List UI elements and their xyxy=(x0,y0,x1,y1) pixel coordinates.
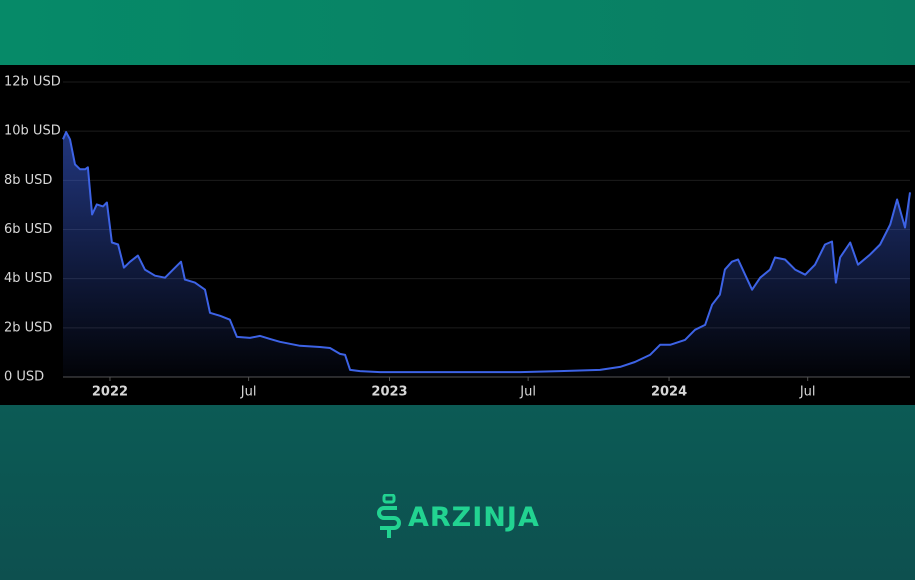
x-tick-label: Jul xyxy=(240,385,257,400)
header-band xyxy=(0,0,915,65)
y-tick-label: 12b USD xyxy=(4,75,61,90)
y-tick-label: 0 USD xyxy=(4,370,44,385)
y-tick-label: 6b USD xyxy=(4,222,52,237)
y-tick-label: 4b USD xyxy=(4,271,52,286)
x-tick-label: 2022 xyxy=(92,385,128,400)
y-tick-label: 10b USD xyxy=(4,124,61,139)
x-tick-label: Jul xyxy=(519,385,536,400)
y-tick-label: 2b USD xyxy=(4,320,52,335)
x-tick-label: 2024 xyxy=(651,385,687,400)
footer-band xyxy=(0,405,915,580)
logo-icon xyxy=(377,494,401,538)
line xyxy=(62,131,911,374)
x-tick-label: 2023 xyxy=(371,385,407,400)
logo: ARZINJA xyxy=(376,494,540,540)
y-tick-label: 8b USD xyxy=(4,173,52,188)
logo-text: ARZINJA xyxy=(408,501,540,533)
chart: 0 USD 2b USD 4b USD 6b USD 8b USD 10b USD 12b … xyxy=(0,65,915,405)
x-tick-label: Jul xyxy=(799,385,816,400)
area-fill xyxy=(63,132,910,377)
